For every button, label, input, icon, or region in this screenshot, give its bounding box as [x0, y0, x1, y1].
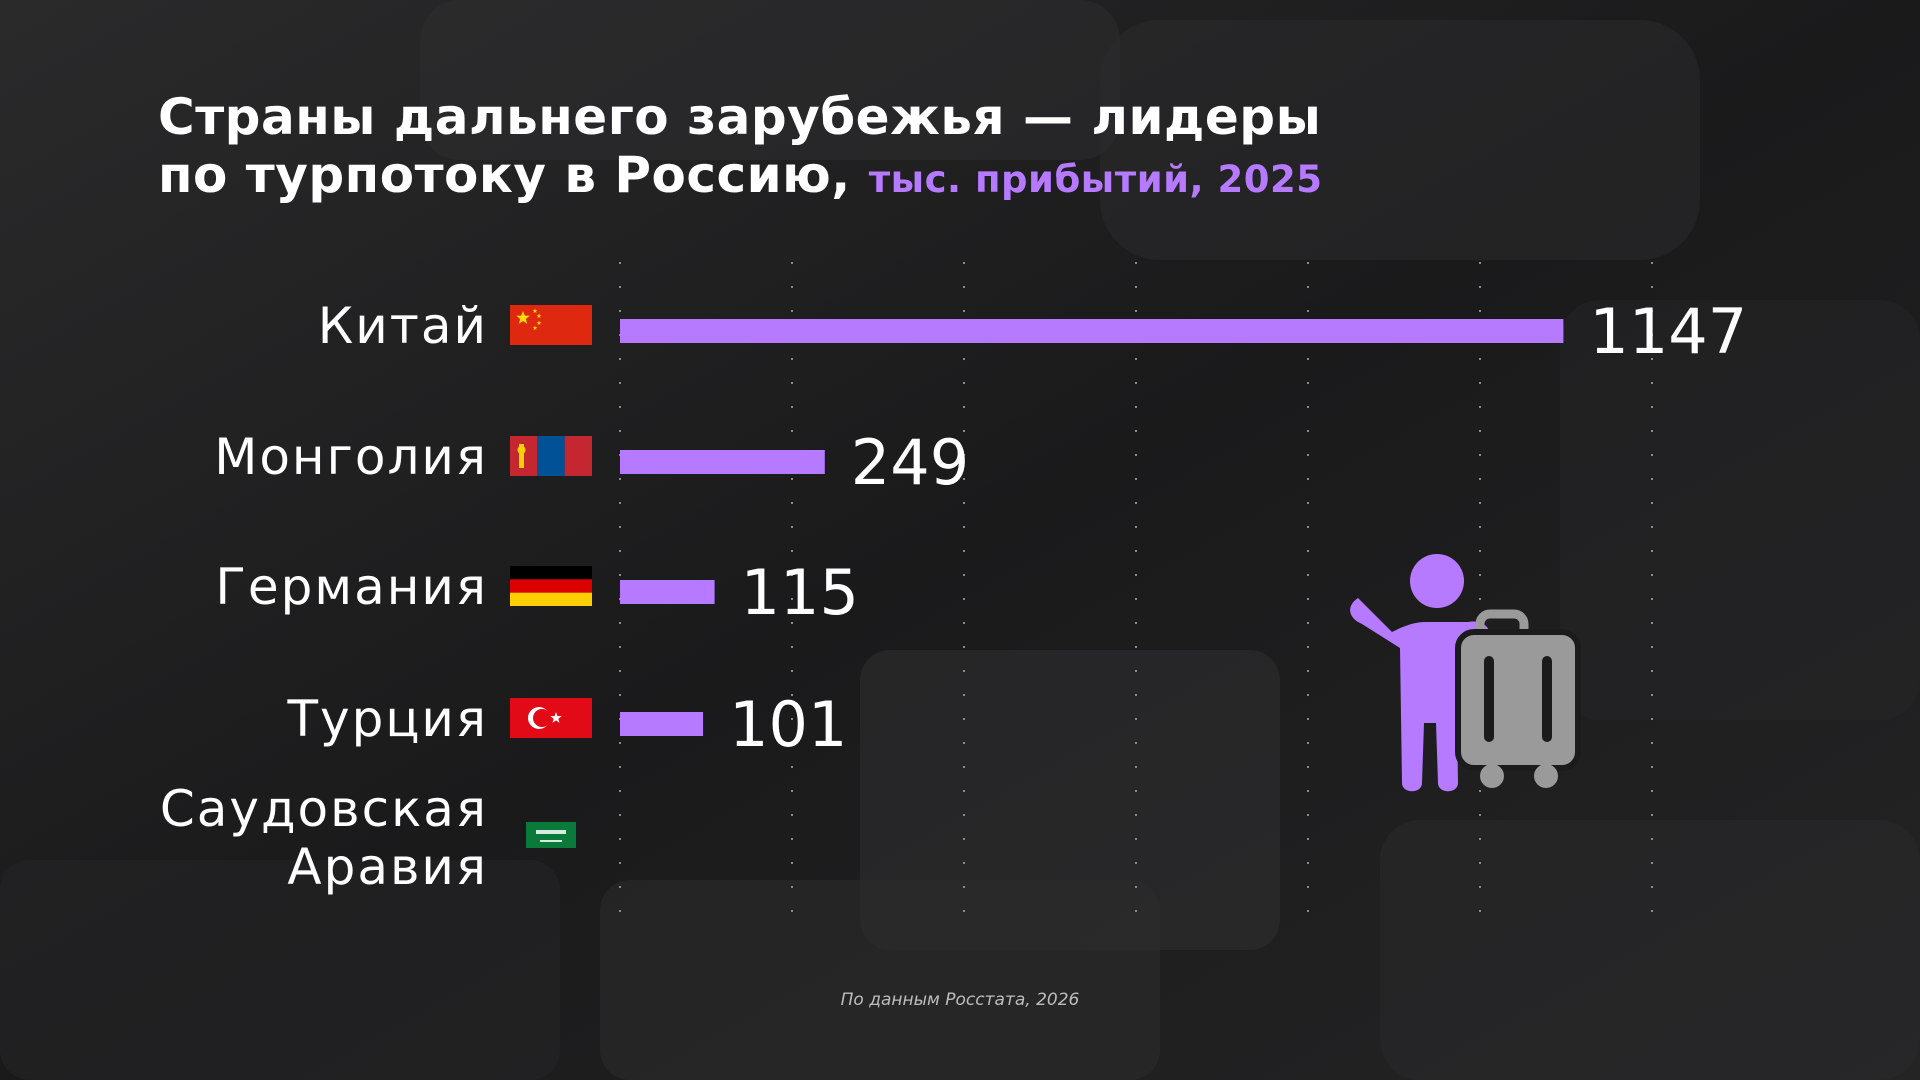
chart-row: Германия 115: [215, 556, 859, 629]
mongolia-flag-icon: [510, 436, 592, 476]
category-label-text: Китай: [318, 297, 488, 355]
category-label-text: Аравия: [287, 838, 488, 896]
chart-row: Монголия 249: [214, 426, 969, 499]
chart-title: Страны дальнего зарубежья — лидеры по ту…: [158, 88, 1322, 209]
data-label: 115: [741, 556, 859, 629]
turkey-flag-icon: [510, 698, 592, 738]
category-label-text: Турция: [287, 690, 488, 748]
category-label: Монголия: [214, 428, 488, 486]
china-flag-icon: [510, 305, 592, 345]
chart-rows: Китай 1147 Монголия 249 Германия 115 Турция 101…: [160, 295, 1747, 896]
title-unit: тыс. прибытий, 2025: [868, 158, 1323, 201]
category-label: Германия: [215, 558, 488, 616]
category-label-text: Монголия: [214, 428, 488, 486]
bar: [620, 319, 1564, 343]
data-label: 101: [729, 688, 847, 761]
chart-row: Турция 101: [287, 688, 848, 761]
traveler-with-suitcase-icon: [1340, 548, 1590, 798]
bar: [620, 450, 825, 474]
category-label: Турция: [287, 690, 488, 748]
data-label: 249: [851, 426, 969, 499]
bar: [620, 712, 704, 736]
category-label-text: Саудовская: [160, 780, 488, 838]
title-line-1: Страны дальнего зарубежья — лидеры: [158, 88, 1322, 146]
bar: [620, 580, 715, 604]
source-note: По данным Росстата, 2026: [840, 990, 1080, 1010]
title-line-2: по турпотоку в Россию, тыс. прибытий, 20…: [158, 146, 1322, 209]
data-label: 1147: [1589, 295, 1747, 368]
category-label-text: Германия: [215, 558, 488, 616]
saudi-arabia-flag-icon: [526, 822, 576, 848]
title-line-2-text: по турпотоку в Россию,: [158, 146, 851, 204]
chart-row: Китай 1147: [318, 295, 1747, 368]
germany-flag-icon: [510, 566, 592, 606]
category-label: Китай: [318, 297, 488, 355]
